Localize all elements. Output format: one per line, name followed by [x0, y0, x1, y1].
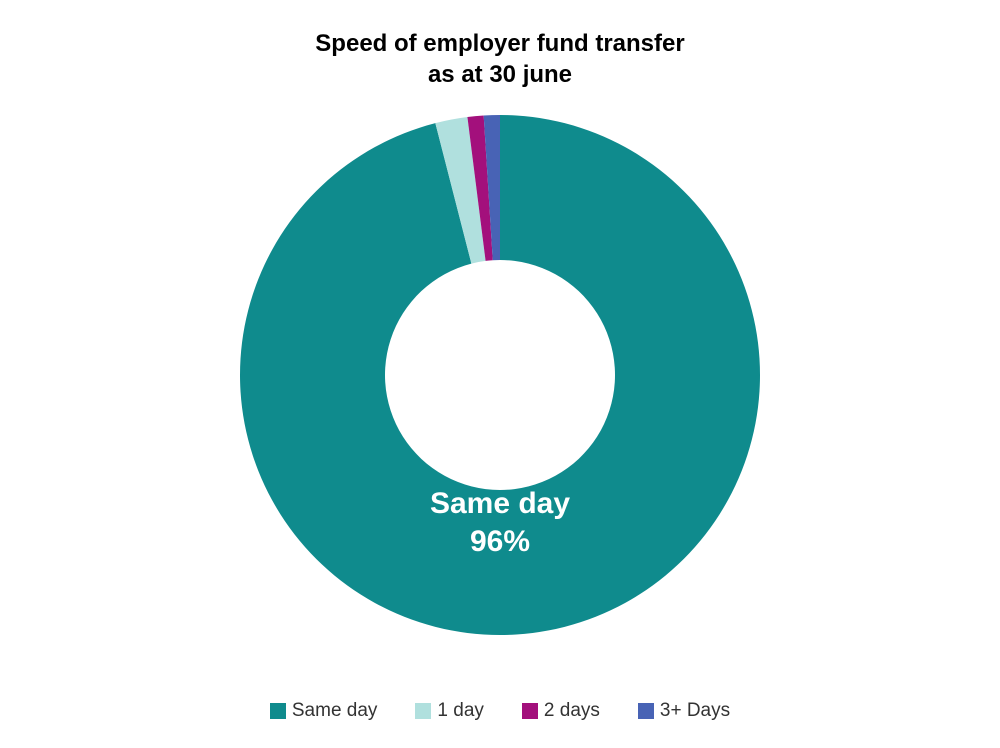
- chart-title-line1: Speed of employer fund transfer: [0, 28, 1000, 59]
- chart-legend: Same day 1 day 2 days 3+ Days: [0, 700, 1000, 722]
- legend-swatch: [415, 703, 431, 719]
- legend-item: 3+ Days: [638, 700, 730, 722]
- donut-data-label-line1: Same day: [240, 485, 760, 523]
- legend-item: 1 day: [415, 700, 483, 722]
- donut-chart: Same day 96%: [240, 115, 760, 635]
- legend-swatch: [638, 703, 654, 719]
- legend-item: Same day: [270, 700, 378, 722]
- chart-title-line2: as at 30 june: [0, 59, 1000, 90]
- legend-item: 2 days: [522, 700, 600, 722]
- legend-label: 1 day: [437, 700, 483, 722]
- legend-swatch: [270, 703, 286, 719]
- chart-title: Speed of employer fund transfer as at 30…: [0, 0, 1000, 90]
- legend-label: 3+ Days: [660, 700, 730, 722]
- legend-label: 2 days: [544, 700, 600, 722]
- legend-swatch: [522, 703, 538, 719]
- donut-data-label-line2: 96%: [240, 523, 760, 561]
- legend-label: Same day: [292, 700, 378, 722]
- donut-data-label: Same day 96%: [240, 485, 760, 560]
